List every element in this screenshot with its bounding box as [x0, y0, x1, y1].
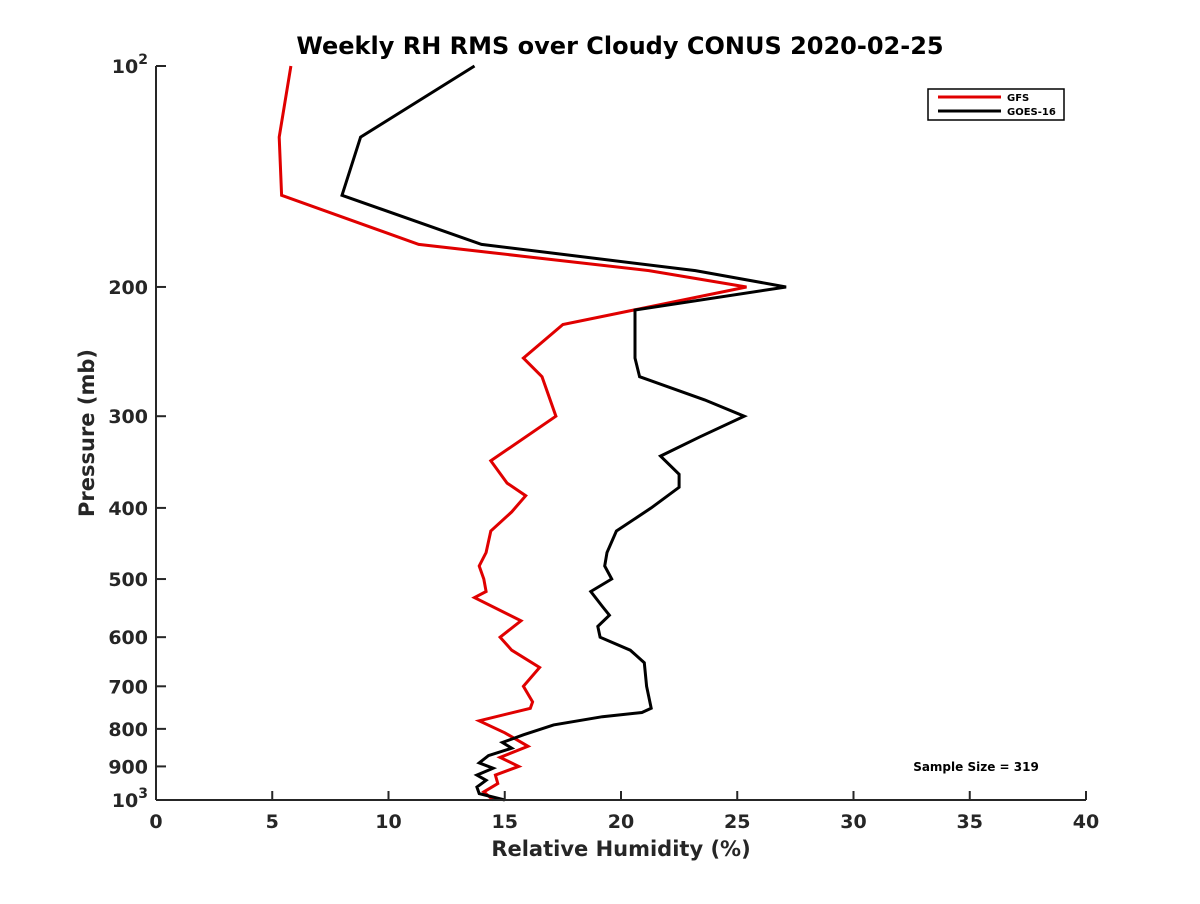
y-axis-label: Pressure (mb) [75, 349, 99, 517]
y-tick-label: 300 [108, 406, 148, 428]
x-tick-label: 30 [840, 811, 866, 833]
y-tick-label: 103 [112, 786, 148, 812]
series-layer [277, 64, 787, 802]
legend-box [927, 88, 1065, 121]
y-tick-label: 600 [108, 627, 148, 649]
y-tick-label: 900 [108, 756, 148, 778]
chart-title: Weekly RH RMS over Cloudy CONUS 2020-02-… [296, 32, 943, 60]
legend-entries: GFS GOES-16 [938, 93, 1056, 118]
x-tick-label: 10 [375, 811, 401, 833]
y-tick-label: 102 [112, 52, 148, 78]
x-tick-label: 25 [724, 811, 750, 833]
legend-label: GOES-16 [1007, 107, 1056, 118]
y-tick-label: 400 [108, 498, 148, 520]
series-line-goes-16 [340, 64, 787, 802]
x-tick-label: 40 [1073, 811, 1099, 833]
x-axis-label: Relative Humidity (%) [491, 837, 750, 861]
x-tick-label: 35 [957, 811, 983, 833]
legend: GFS GOES-16 [927, 88, 1065, 121]
x-tick-label: 0 [149, 811, 162, 833]
y-tick-label: 200 [108, 277, 148, 299]
x-tick-label: 20 [608, 811, 634, 833]
x-tick-label: 15 [492, 811, 518, 833]
y-ticks: 102 200 300 400 500 600 700 800 900 103 [108, 52, 166, 812]
x-tick-label: 5 [266, 811, 279, 833]
sample-size-annotation: Sample Size = 319 [913, 760, 1039, 774]
y-tick-label: 800 [108, 719, 148, 741]
y-tick-label: 500 [108, 569, 148, 591]
x-ticks: 0 5 10 15 20 25 30 35 40 [149, 791, 1099, 833]
series-line-gfs [277, 65, 747, 802]
y-tick-label: 700 [108, 676, 148, 698]
legend-label: GFS [1007, 93, 1029, 104]
